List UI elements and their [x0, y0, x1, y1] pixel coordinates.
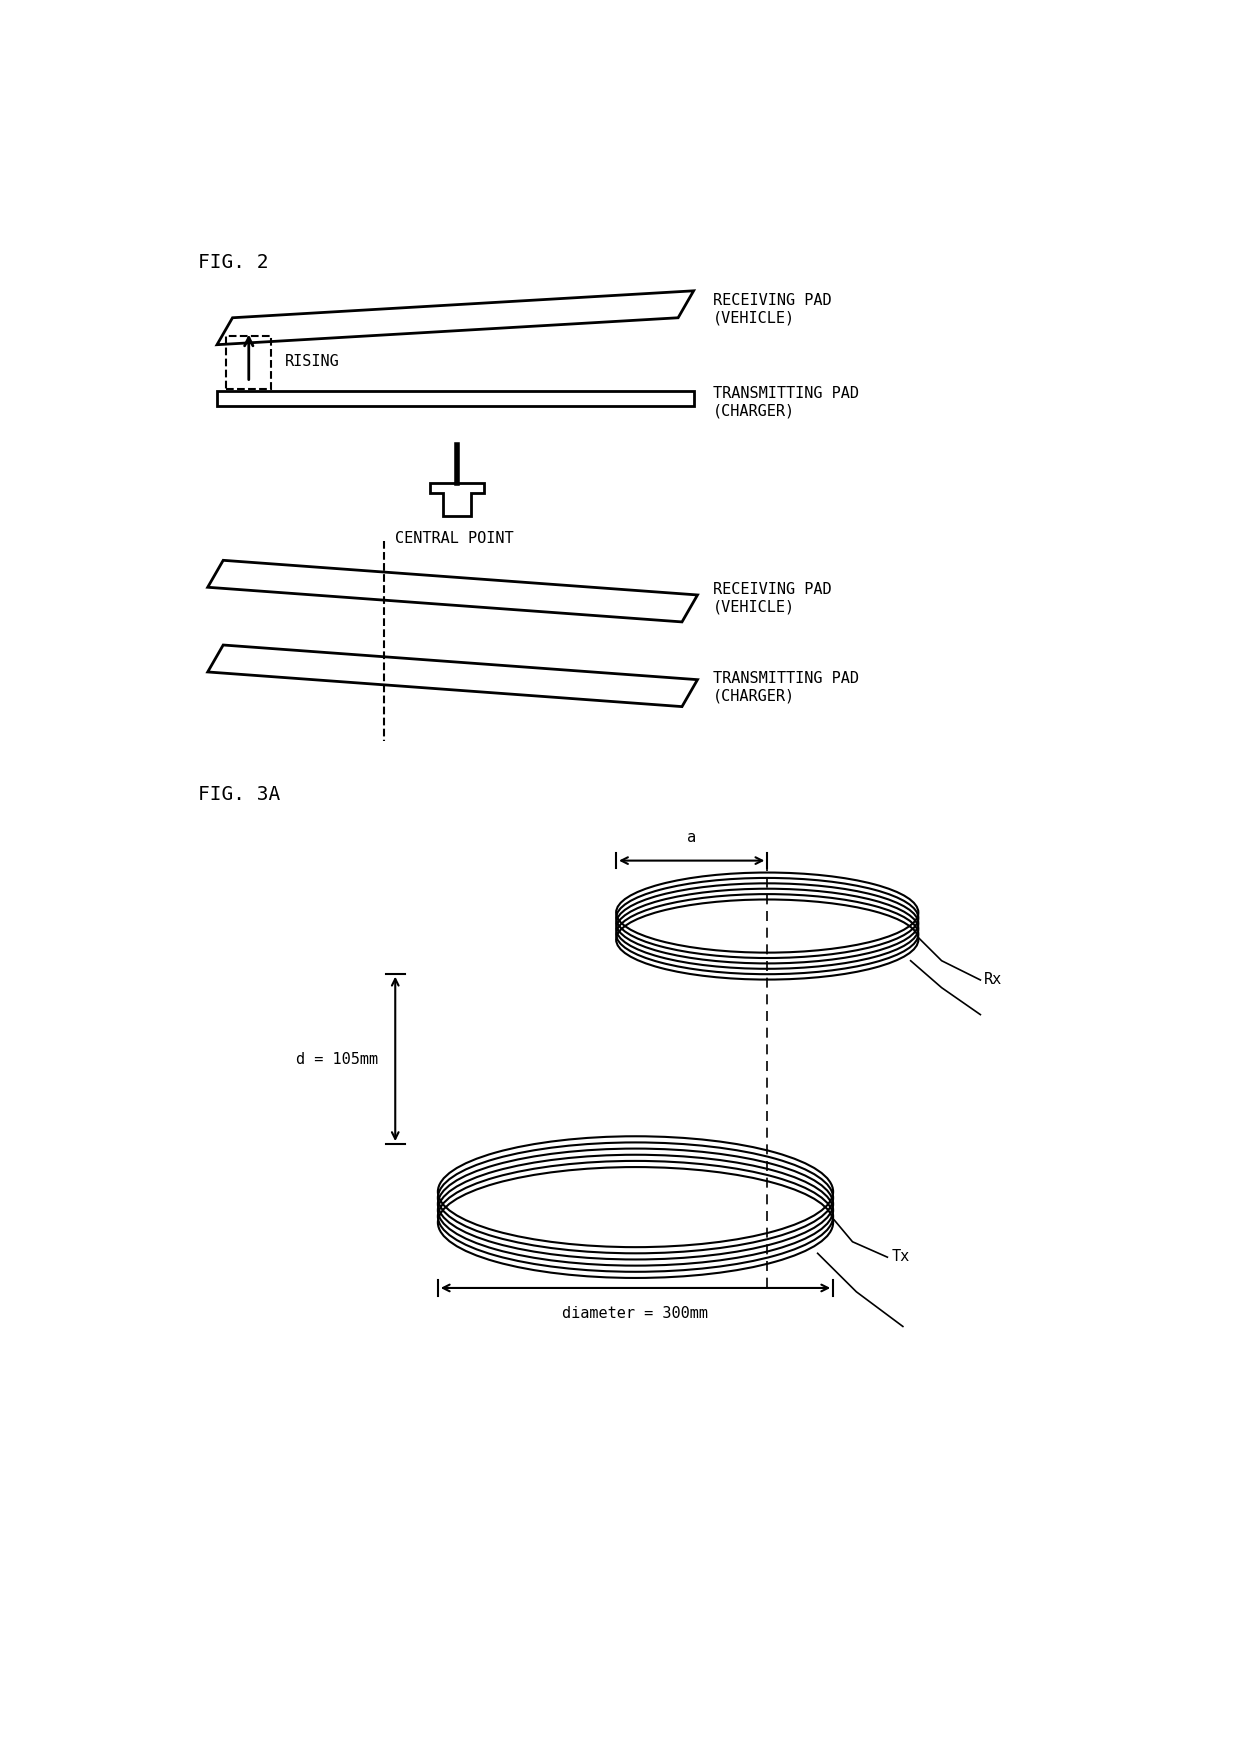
Text: FIG. 3A: FIG. 3A	[197, 784, 280, 803]
Polygon shape	[217, 292, 693, 346]
Text: CENTRAL POINT: CENTRAL POINT	[396, 531, 513, 545]
Polygon shape	[430, 483, 485, 517]
Text: Tx: Tx	[892, 1249, 909, 1263]
Text: Rx: Rx	[985, 972, 1002, 986]
Text: FIG. 2: FIG. 2	[197, 253, 268, 272]
Polygon shape	[207, 560, 697, 622]
Text: diameter = 300mm: diameter = 300mm	[563, 1305, 708, 1320]
Text: TRANSMITTING PAD
(CHARGER): TRANSMITTING PAD (CHARGER)	[713, 385, 859, 418]
Text: RECEIVING PAD
(VEHICLE): RECEIVING PAD (VEHICLE)	[713, 582, 832, 615]
Text: TRANSMITTING PAD
(CHARGER): TRANSMITTING PAD (CHARGER)	[713, 669, 859, 703]
Text: RECEIVING PAD
(VEHICLE): RECEIVING PAD (VEHICLE)	[713, 293, 832, 325]
Polygon shape	[217, 392, 693, 408]
Text: a: a	[687, 829, 696, 843]
Text: d = 105mm: d = 105mm	[296, 1052, 378, 1066]
Bar	[226, 337, 272, 390]
Polygon shape	[207, 645, 697, 708]
Text: RISING: RISING	[285, 353, 340, 369]
